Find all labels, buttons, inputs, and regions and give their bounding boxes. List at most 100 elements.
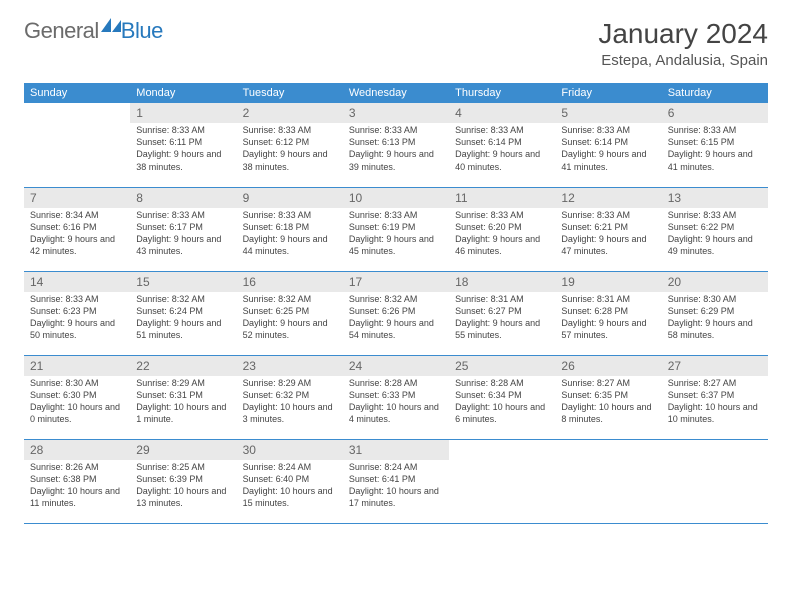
daylight-line: Daylight: 10 hours and 15 minutes. <box>243 485 337 509</box>
daylight-line: Daylight: 10 hours and 8 minutes. <box>561 401 655 425</box>
day-number: 8 <box>130 188 236 208</box>
calendar-cell: 23Sunrise: 8:29 AMSunset: 6:32 PMDayligh… <box>237 355 343 439</box>
day-number: 1 <box>130 103 236 123</box>
sunrise-line: Sunrise: 8:29 AM <box>136 377 230 389</box>
calendar-cell <box>662 439 768 523</box>
sunrise-line: Sunrise: 8:26 AM <box>30 461 124 473</box>
calendar-body: 1Sunrise: 8:33 AMSunset: 6:11 PMDaylight… <box>24 103 768 523</box>
calendar-cell <box>449 439 555 523</box>
sunrise-line: Sunrise: 8:33 AM <box>243 209 337 221</box>
sunset-line: Sunset: 6:25 PM <box>243 305 337 317</box>
calendar-cell: 4Sunrise: 8:33 AMSunset: 6:14 PMDaylight… <box>449 103 555 187</box>
day-number: 18 <box>449 272 555 292</box>
calendar-cell: 31Sunrise: 8:24 AMSunset: 6:41 PMDayligh… <box>343 439 449 523</box>
daylight-line: Daylight: 9 hours and 51 minutes. <box>136 317 230 341</box>
location-subtitle: Estepa, Andalusia, Spain <box>598 52 768 69</box>
calendar-header-row: SundayMondayTuesdayWednesdayThursdayFrid… <box>24 83 768 103</box>
day-number: 10 <box>343 188 449 208</box>
daylight-line: Daylight: 10 hours and 11 minutes. <box>30 485 124 509</box>
day-number: 16 <box>237 272 343 292</box>
sunrise-line: Sunrise: 8:33 AM <box>561 209 655 221</box>
sunset-line: Sunset: 6:38 PM <box>30 473 124 485</box>
day-header: Thursday <box>449 83 555 103</box>
sunset-line: Sunset: 6:31 PM <box>136 389 230 401</box>
calendar-cell: 18Sunrise: 8:31 AMSunset: 6:27 PMDayligh… <box>449 271 555 355</box>
sunrise-line: Sunrise: 8:33 AM <box>455 209 549 221</box>
daylight-line: Daylight: 9 hours and 50 minutes. <box>30 317 124 341</box>
sunset-line: Sunset: 6:34 PM <box>455 389 549 401</box>
sunrise-line: Sunrise: 8:32 AM <box>136 293 230 305</box>
sunset-line: Sunset: 6:28 PM <box>561 305 655 317</box>
calendar-cell: 5Sunrise: 8:33 AMSunset: 6:14 PMDaylight… <box>555 103 661 187</box>
sunrise-line: Sunrise: 8:32 AM <box>243 293 337 305</box>
sunrise-line: Sunrise: 8:25 AM <box>136 461 230 473</box>
day-number: 11 <box>449 188 555 208</box>
day-header: Wednesday <box>343 83 449 103</box>
calendar-cell: 26Sunrise: 8:27 AMSunset: 6:35 PMDayligh… <box>555 355 661 439</box>
sunset-line: Sunset: 6:13 PM <box>349 136 443 148</box>
daylight-line: Daylight: 10 hours and 3 minutes. <box>243 401 337 425</box>
day-number: 4 <box>449 103 555 123</box>
calendar-cell: 9Sunrise: 8:33 AMSunset: 6:18 PMDaylight… <box>237 187 343 271</box>
daylight-line: Daylight: 10 hours and 6 minutes. <box>455 401 549 425</box>
sunrise-line: Sunrise: 8:24 AM <box>243 461 337 473</box>
day-number: 22 <box>130 356 236 376</box>
sunrise-line: Sunrise: 8:33 AM <box>561 124 655 136</box>
daylight-line: Daylight: 10 hours and 0 minutes. <box>30 401 124 425</box>
sunset-line: Sunset: 6:41 PM <box>349 473 443 485</box>
day-number: 2 <box>237 103 343 123</box>
daylight-line: Daylight: 9 hours and 49 minutes. <box>668 233 762 257</box>
calendar-cell: 8Sunrise: 8:33 AMSunset: 6:17 PMDaylight… <box>130 187 236 271</box>
sunrise-line: Sunrise: 8:28 AM <box>455 377 549 389</box>
sunset-line: Sunset: 6:24 PM <box>136 305 230 317</box>
calendar-cell: 1Sunrise: 8:33 AMSunset: 6:11 PMDaylight… <box>130 103 236 187</box>
day-number: 28 <box>24 440 130 460</box>
daylight-line: Daylight: 9 hours and 38 minutes. <box>243 148 337 172</box>
calendar-cell: 27Sunrise: 8:27 AMSunset: 6:37 PMDayligh… <box>662 355 768 439</box>
calendar-cell: 6Sunrise: 8:33 AMSunset: 6:15 PMDaylight… <box>662 103 768 187</box>
sunset-line: Sunset: 6:14 PM <box>561 136 655 148</box>
sunset-line: Sunset: 6:40 PM <box>243 473 337 485</box>
sunset-line: Sunset: 6:17 PM <box>136 221 230 233</box>
brand-logo: General Blue <box>24 18 163 44</box>
day-number: 31 <box>343 440 449 460</box>
calendar-cell <box>24 103 130 187</box>
daylight-line: Daylight: 9 hours and 45 minutes. <box>349 233 443 257</box>
sunset-line: Sunset: 6:29 PM <box>668 305 762 317</box>
day-number: 24 <box>343 356 449 376</box>
calendar-page: General Blue January 2024 Estepa, Andalu… <box>0 0 792 524</box>
day-number: 7 <box>24 188 130 208</box>
sunrise-line: Sunrise: 8:33 AM <box>455 124 549 136</box>
sunset-line: Sunset: 6:12 PM <box>243 136 337 148</box>
day-number: 5 <box>555 103 661 123</box>
daylight-line: Daylight: 10 hours and 10 minutes. <box>668 401 762 425</box>
calendar-cell: 14Sunrise: 8:33 AMSunset: 6:23 PMDayligh… <box>24 271 130 355</box>
day-number: 12 <box>555 188 661 208</box>
sunset-line: Sunset: 6:30 PM <box>30 389 124 401</box>
daylight-line: Daylight: 9 hours and 42 minutes. <box>30 233 124 257</box>
day-number: 26 <box>555 356 661 376</box>
sunrise-line: Sunrise: 8:27 AM <box>561 377 655 389</box>
day-number: 15 <box>130 272 236 292</box>
day-number: 27 <box>662 356 768 376</box>
calendar-cell: 10Sunrise: 8:33 AMSunset: 6:19 PMDayligh… <box>343 187 449 271</box>
calendar-cell: 11Sunrise: 8:33 AMSunset: 6:20 PMDayligh… <box>449 187 555 271</box>
sunrise-line: Sunrise: 8:31 AM <box>455 293 549 305</box>
calendar-cell <box>555 439 661 523</box>
calendar-table: SundayMondayTuesdayWednesdayThursdayFrid… <box>24 83 768 524</box>
daylight-line: Daylight: 9 hours and 44 minutes. <box>243 233 337 257</box>
day-number: 3 <box>343 103 449 123</box>
day-header: Saturday <box>662 83 768 103</box>
sunrise-line: Sunrise: 8:33 AM <box>30 293 124 305</box>
daylight-line: Daylight: 9 hours and 55 minutes. <box>455 317 549 341</box>
daylight-line: Daylight: 10 hours and 4 minutes. <box>349 401 443 425</box>
sunrise-line: Sunrise: 8:32 AM <box>349 293 443 305</box>
calendar-cell: 22Sunrise: 8:29 AMSunset: 6:31 PMDayligh… <box>130 355 236 439</box>
sunrise-line: Sunrise: 8:30 AM <box>668 293 762 305</box>
brand-part1: General <box>24 18 99 44</box>
sunset-line: Sunset: 6:33 PM <box>349 389 443 401</box>
daylight-line: Daylight: 9 hours and 54 minutes. <box>349 317 443 341</box>
day-number: 29 <box>130 440 236 460</box>
sunrise-line: Sunrise: 8:33 AM <box>243 124 337 136</box>
calendar-cell: 2Sunrise: 8:33 AMSunset: 6:12 PMDaylight… <box>237 103 343 187</box>
